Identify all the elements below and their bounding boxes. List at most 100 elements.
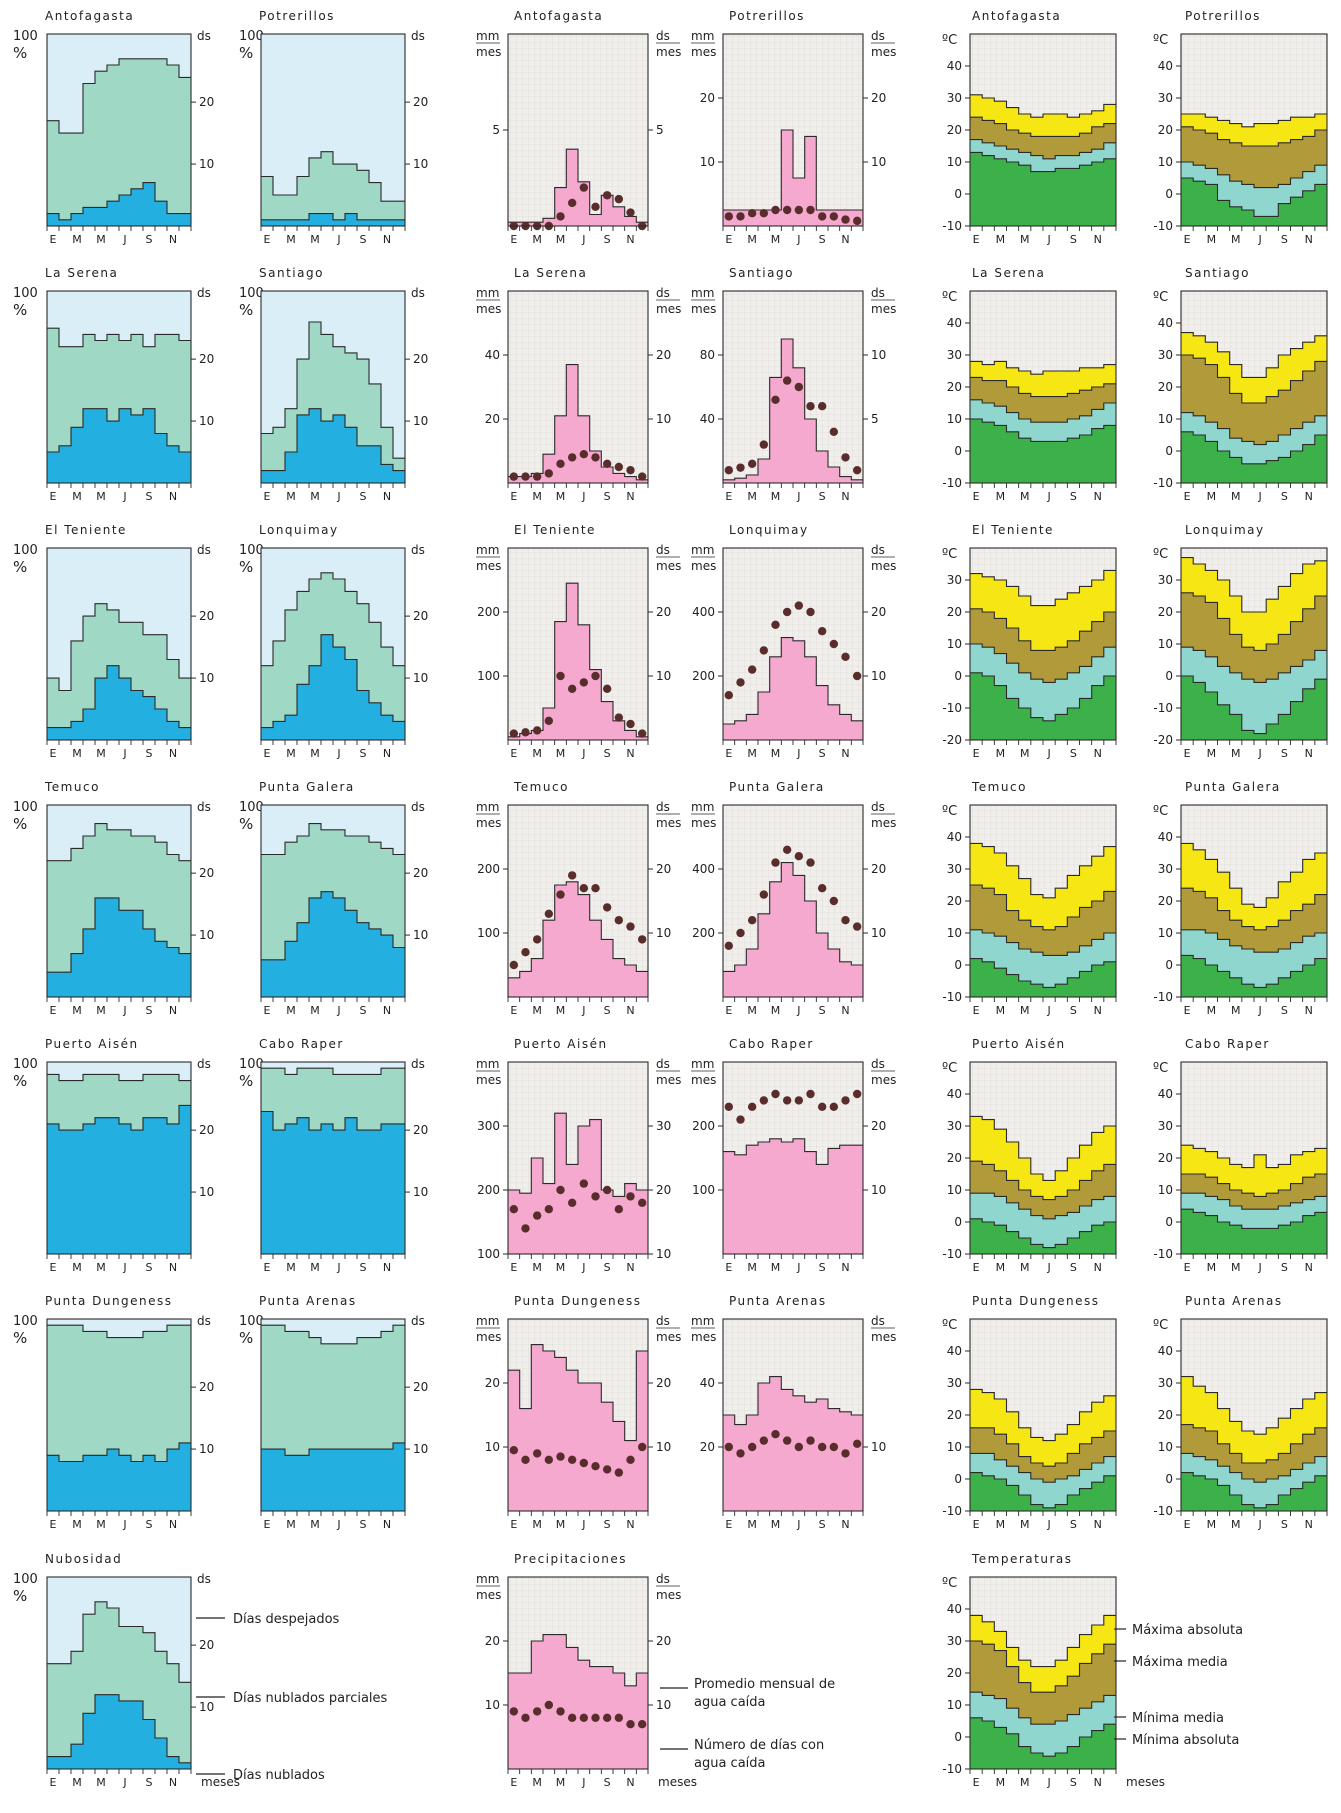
max-med-band-line [970,884,1116,931]
y-tick-label: -10 [1153,476,1173,490]
x-tick-label: J [581,490,585,503]
y-right-label: ds [656,1057,670,1071]
rain-days-point [602,903,612,912]
x-tick-label: N [1094,1004,1102,1017]
y-tick-label: 30 [947,1634,962,1648]
x-tick-label: M [310,747,320,760]
x-tick-label: M [1231,747,1241,760]
max-med-band-line [1181,1173,1327,1197]
legend-precip-monthly: Promedio mensual de agua caída [694,1677,839,1710]
y-right-tick-label: 10 [199,928,214,942]
temperature-chart: Temuco ºC -10 0 10 20 30 40 E M M J S N [942,780,1117,1017]
min-med-band-line [970,929,1116,956]
y-right-tick-label: 10 [413,928,428,942]
x-tick-label: S [146,1776,153,1789]
rain-days-point [567,1455,577,1465]
x-tick-label: M [1020,1261,1030,1274]
x-tick-label: S [819,1518,826,1531]
precipitation-chart: Puerto Aisén mm mes ds mes 100 200 300 10 20 30 E M M… [476,1037,681,1274]
precipitation-chart: Lonquimay mm mes ds mes 200 400 10 20 E M M J S N [691,523,896,760]
overcast-area [47,1105,191,1254]
y-right-tick-label: 10 [199,1700,214,1714]
precipitation-chart: El Teniente mm mes ds mes 100 200 10 20 E M M J S N [476,523,681,760]
rain-days-point [544,469,554,478]
y-axis-unit: ºC [942,33,957,48]
y-right-label: ds [656,286,670,300]
y-left-unit: mes [476,1073,501,1087]
partial-cloud-area [261,151,405,226]
x-tick-label: E [50,233,57,246]
y-right-tick-label: 10 [871,926,886,940]
max-med-band-line [1181,1424,1327,1464]
rain-days-point [637,935,647,944]
y-left-tick-label: 100 [477,1247,500,1261]
y-left-tick-label: 80 [700,348,715,362]
min-abs-band-line [1181,1472,1327,1509]
temperature-chart: La Serena ºC -10 0 10 20 30 40 E M M J S N [942,266,1117,503]
x-tick-label: M [72,233,82,246]
rain-days-point [521,472,530,481]
x-tick-label: M [310,1004,320,1017]
y-left-label: mm [476,543,499,557]
min-med-band-line [1181,161,1327,189]
rain-days-point [771,620,780,629]
x-tick-label: N [169,747,177,760]
x-tick-label: S [819,233,826,246]
y-left-tick-label: 10 [700,155,715,169]
y-left-label: mm [691,800,714,814]
x-tick-label: E [725,490,732,503]
rain-days-point [521,1455,530,1465]
monthly-precip-line [508,1634,648,1687]
temperature-chart: Puerto Aisén ºC -10 0 10 20 30 40 E M M J S N [942,1037,1117,1274]
max-abs-band-line [970,1115,1116,1181]
overcast-area [261,1111,405,1254]
y-tick-label: 30 [1158,348,1173,362]
x-tick-label: J [581,747,585,760]
y-axis-unit: % [13,558,27,576]
x-tick-label: J [796,233,800,246]
x-tick-label: M [532,1776,542,1789]
y-tick-label: 20 [1158,1408,1173,1422]
y-tick-label: 0 [1165,958,1173,972]
x-tick-label: J [122,1261,126,1274]
cloudiness-chart: Punta Galera 100% ds 10 20 E M M J S N [239,780,428,1017]
y-axis-label: 100 [239,1314,264,1329]
y-tick-label: 20 [947,894,962,908]
y-tick-label: -10 [1153,1247,1173,1261]
min-abs-band-line [1181,954,1327,988]
legend-temp-maxabs: Máxima absoluta [1132,1623,1243,1638]
y-right-tick-label: 20 [413,609,428,623]
overcast-line [261,1442,405,1456]
y-tick-label: 10 [1158,1440,1173,1454]
y-right-unit: mes [656,559,681,573]
y-tick-label: -10 [942,1504,962,1518]
y-left-tick-label: 400 [692,862,715,876]
chart-title: Puerto Aisén [514,1037,608,1051]
y-right-tick-label: 20 [413,1380,428,1394]
y-tick-label: 20 [1158,894,1173,908]
y-right-label: ds [197,543,211,557]
y-right-label: ds [411,29,425,43]
max-abs-band-line [1181,113,1327,128]
min-abs-band-line [970,418,1116,442]
y-right-tick-label: 10 [413,671,428,685]
rain-days-point [724,1102,734,1112]
x-tick-label: E [264,747,271,760]
y-left-tick-label: 400 [692,605,715,619]
x-tick-label: M [532,1261,542,1274]
partial-cloud-line [47,1601,191,1683]
rain-days-point [817,1102,827,1112]
x-tick-label: S [1281,1261,1288,1274]
x-tick-label: M [747,1004,757,1017]
y-left-label: mm [691,286,714,300]
x-tick-label: N [1094,1261,1102,1274]
rain-days-point [747,1442,757,1452]
y-left-tick-label: 200 [477,605,500,619]
y-axis-unit: ºC [1153,547,1168,562]
rain-days-point [747,665,757,674]
min-abs-band-line [970,672,1116,722]
x-tick-label: J [122,747,126,760]
max-med-band-line [970,1160,1116,1201]
temperature-chart: Potrerillos ºC -10 0 10 20 30 40 E M M J S N [1153,9,1328,246]
partial-cloud-line [47,327,191,348]
